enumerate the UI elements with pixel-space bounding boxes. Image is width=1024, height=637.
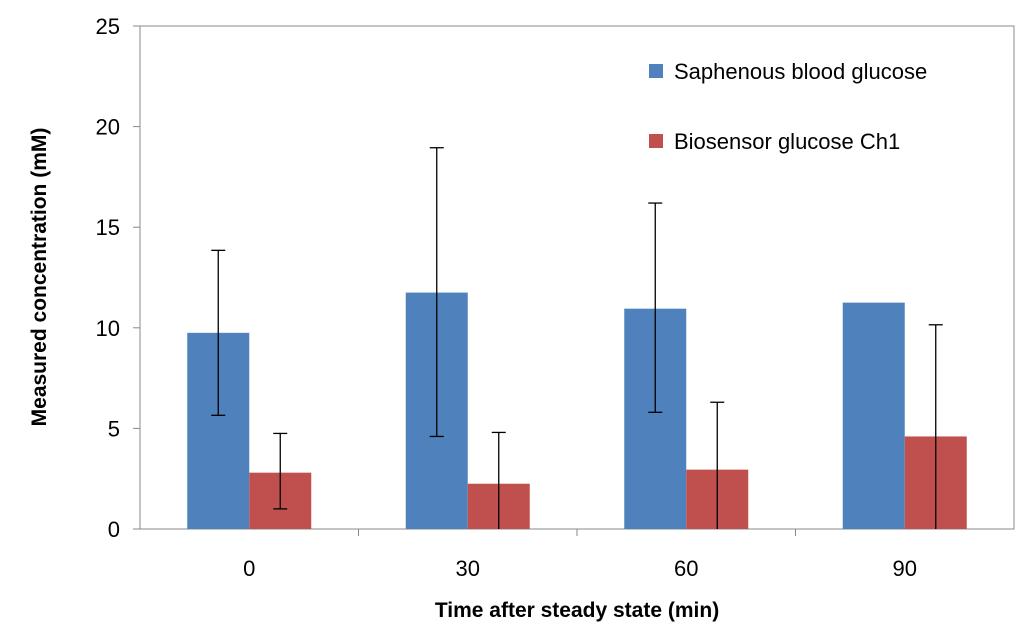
x-axis-title: Time after steady state (min) [435, 599, 719, 622]
y-axis-title: Measured concentration (mM) [28, 128, 51, 427]
legend-label: Saphenous blood glucose [674, 59, 927, 84]
y-tick-label: 0 [108, 517, 120, 542]
y-tick-label: 5 [108, 416, 120, 441]
y-tick-label: 15 [96, 215, 120, 240]
bar [842, 302, 905, 529]
axes-layer: 0 5 10 15 20 25 0 30 60 90 [96, 14, 917, 581]
x-tick-label: 60 [674, 556, 698, 581]
legend: Saphenous blood glucose Biosensor glucose… [649, 59, 927, 154]
legend-label: Biosensor glucose Ch1 [674, 129, 900, 154]
legend-swatch [649, 64, 663, 78]
y-tick-label: 20 [96, 115, 120, 140]
legend-swatch [649, 134, 663, 148]
x-tick-label: 30 [456, 556, 480, 581]
error-bars-layer [211, 147, 943, 529]
y-tick-label: 25 [96, 14, 120, 39]
x-tick-label: 90 [893, 556, 917, 581]
x-tick-label: 0 [243, 556, 255, 581]
y-tick-label: 10 [96, 316, 120, 341]
